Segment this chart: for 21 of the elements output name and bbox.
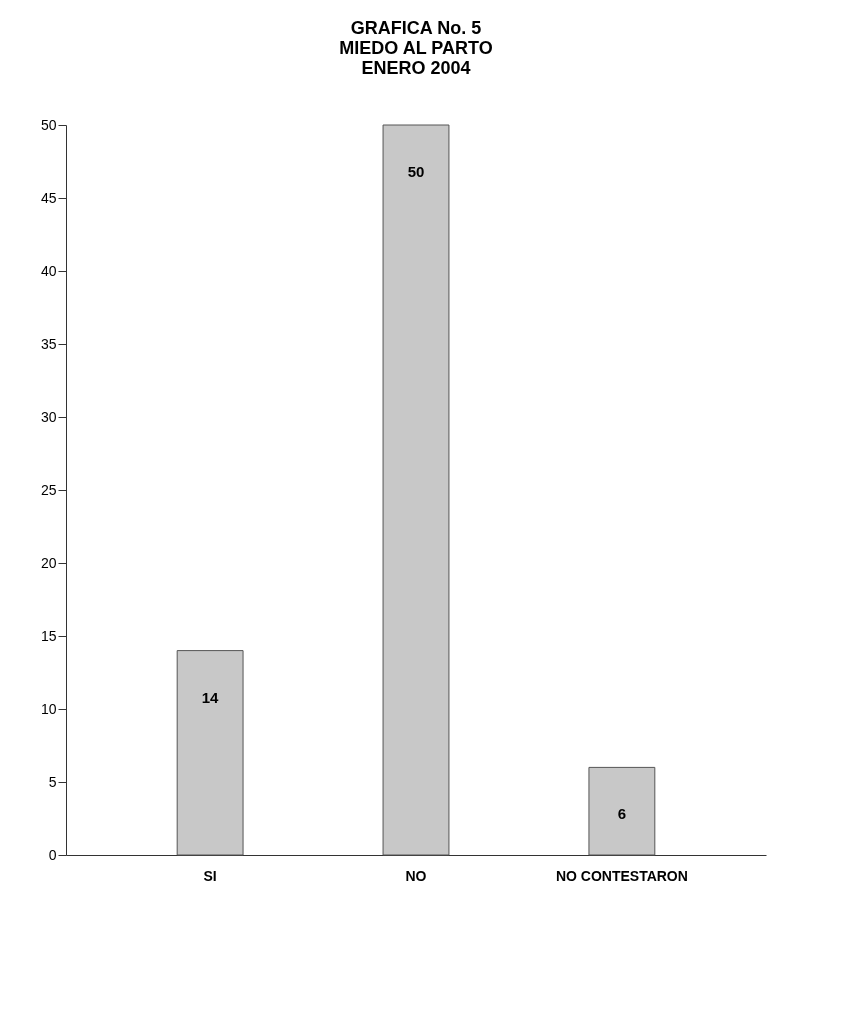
x-tick-label: NO CONTESTARON bbox=[555, 867, 688, 884]
data-label: 6 bbox=[617, 805, 627, 823]
data-label: 14 bbox=[201, 688, 220, 706]
y-tick-label: 15 bbox=[40, 627, 57, 644]
y-tick-label: 40 bbox=[40, 262, 57, 279]
y-tick-label: 5 bbox=[48, 773, 57, 790]
x-tick-label: SI bbox=[203, 867, 217, 884]
y-tick-label: 25 bbox=[40, 481, 57, 498]
y-tick-label: 35 bbox=[40, 335, 57, 352]
y-tick-label: 10 bbox=[40, 700, 57, 717]
x-tick-label: NO bbox=[405, 867, 427, 884]
y-tick-label: 50 bbox=[40, 116, 57, 133]
y-tick-label: 20 bbox=[40, 554, 57, 571]
y-tick-label: 0 bbox=[48, 846, 57, 863]
bar bbox=[588, 766, 656, 856]
y-tick-label: 45 bbox=[40, 189, 57, 206]
y-tick-label: 30 bbox=[40, 408, 57, 425]
bar bbox=[382, 124, 450, 856]
chart-title: GRAFICA No. 5 MIEDO AL PARTO ENERO 2004 bbox=[339, 18, 493, 78]
data-label: 50 bbox=[407, 163, 425, 180]
bar bbox=[176, 650, 244, 856]
